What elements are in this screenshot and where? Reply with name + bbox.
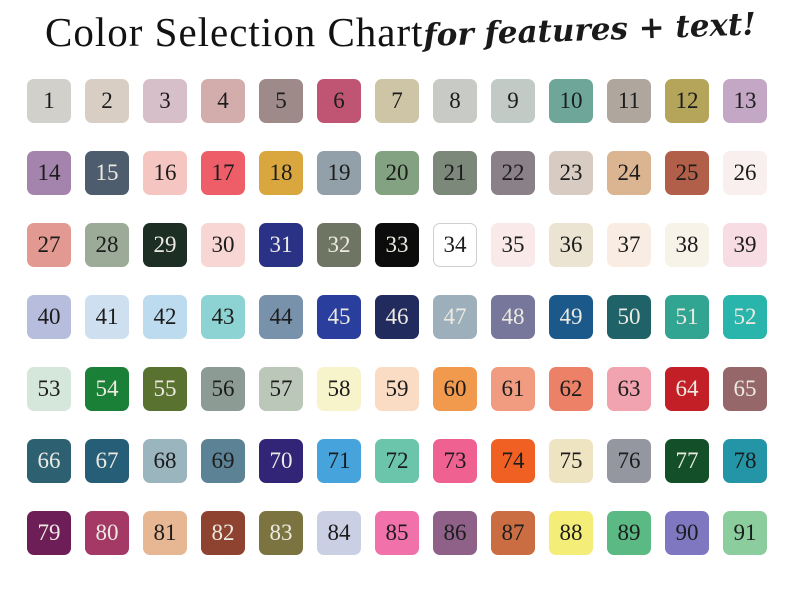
color-swatch[interactable]: 12: [665, 79, 709, 123]
color-swatch[interactable]: 54: [85, 367, 129, 411]
color-swatch[interactable]: 61: [491, 367, 535, 411]
swatch-grid: 1 2 3 4 5 6 7 8 9 10 11 12 13 14 15 16 17 18 19 20 21 22 23 24 2…: [0, 68, 794, 555]
color-swatch[interactable]: 64: [665, 367, 709, 411]
color-swatch[interactable]: 4: [201, 79, 245, 123]
color-swatch[interactable]: 52: [723, 295, 767, 339]
color-swatch[interactable]: 45: [317, 295, 361, 339]
color-swatch[interactable]: 55: [143, 367, 187, 411]
color-swatch[interactable]: 62: [549, 367, 593, 411]
color-swatch[interactable]: 76: [607, 439, 651, 483]
header: Color Selection Chart for features + tex…: [0, 0, 794, 68]
color-swatch[interactable]: 47: [433, 295, 477, 339]
color-swatch[interactable]: 65: [723, 367, 767, 411]
color-swatch[interactable]: 5: [259, 79, 303, 123]
color-swatch[interactable]: 90: [665, 511, 709, 555]
color-swatch[interactable]: 85: [375, 511, 419, 555]
color-swatch[interactable]: 41: [85, 295, 129, 339]
color-swatch[interactable]: 89: [607, 511, 651, 555]
color-swatch[interactable]: 10: [549, 79, 593, 123]
color-swatch[interactable]: 9: [491, 79, 535, 123]
color-swatch[interactable]: 60: [433, 367, 477, 411]
color-swatch[interactable]: 57: [259, 367, 303, 411]
color-swatch[interactable]: 53: [27, 367, 71, 411]
color-swatch[interactable]: 39: [723, 223, 767, 267]
color-swatch[interactable]: 25: [665, 151, 709, 195]
color-swatch[interactable]: 48: [491, 295, 535, 339]
color-swatch[interactable]: 15: [85, 151, 129, 195]
color-swatch[interactable]: 86: [433, 511, 477, 555]
color-swatch[interactable]: 13: [723, 79, 767, 123]
color-swatch[interactable]: 8: [433, 79, 477, 123]
color-swatch[interactable]: 21: [433, 151, 477, 195]
color-swatch[interactable]: 87: [491, 511, 535, 555]
color-swatch[interactable]: 33: [375, 223, 419, 267]
color-swatch[interactable]: 31: [259, 223, 303, 267]
color-swatch[interactable]: 38: [665, 223, 709, 267]
color-swatch[interactable]: 22: [491, 151, 535, 195]
color-swatch[interactable]: 20: [375, 151, 419, 195]
color-swatch[interactable]: 11: [607, 79, 651, 123]
color-swatch[interactable]: 43: [201, 295, 245, 339]
color-swatch[interactable]: 42: [143, 295, 187, 339]
color-swatch[interactable]: 34: [433, 223, 477, 267]
color-swatch[interactable]: 6: [317, 79, 361, 123]
color-swatch[interactable]: 88: [549, 511, 593, 555]
color-swatch[interactable]: 75: [549, 439, 593, 483]
color-swatch[interactable]: 23: [549, 151, 593, 195]
color-swatch[interactable]: 44: [259, 295, 303, 339]
color-swatch[interactable]: 73: [433, 439, 477, 483]
page-title: Color Selection Chart: [45, 9, 424, 55]
color-swatch[interactable]: 58: [317, 367, 361, 411]
color-swatch[interactable]: 50: [607, 295, 651, 339]
color-swatch[interactable]: 18: [259, 151, 303, 195]
color-swatch[interactable]: 84: [317, 511, 361, 555]
color-swatch[interactable]: 67: [85, 439, 129, 483]
color-swatch[interactable]: 46: [375, 295, 419, 339]
color-swatch[interactable]: 59: [375, 367, 419, 411]
color-swatch[interactable]: 30: [201, 223, 245, 267]
color-swatch[interactable]: 1: [27, 79, 71, 123]
page-subtitle: for features + text!: [422, 6, 757, 54]
color-swatch[interactable]: 2: [85, 79, 129, 123]
color-swatch[interactable]: 37: [607, 223, 651, 267]
color-swatch[interactable]: 71: [317, 439, 361, 483]
color-swatch[interactable]: 63: [607, 367, 651, 411]
color-swatch[interactable]: 16: [143, 151, 187, 195]
color-swatch[interactable]: 32: [317, 223, 361, 267]
color-swatch[interactable]: 26: [723, 151, 767, 195]
color-swatch[interactable]: 24: [607, 151, 651, 195]
color-swatch[interactable]: 68: [143, 439, 187, 483]
color-swatch[interactable]: 7: [375, 79, 419, 123]
color-swatch[interactable]: 78: [723, 439, 767, 483]
color-swatch[interactable]: 14: [27, 151, 71, 195]
color-swatch[interactable]: 83: [259, 511, 303, 555]
color-swatch[interactable]: 80: [85, 511, 129, 555]
color-swatch[interactable]: 49: [549, 295, 593, 339]
color-swatch[interactable]: 77: [665, 439, 709, 483]
color-swatch[interactable]: 66: [27, 439, 71, 483]
color-swatch[interactable]: 17: [201, 151, 245, 195]
color-swatch[interactable]: 40: [27, 295, 71, 339]
color-swatch[interactable]: 27: [27, 223, 71, 267]
color-swatch[interactable]: 79: [27, 511, 71, 555]
color-swatch[interactable]: 70: [259, 439, 303, 483]
color-swatch[interactable]: 72: [375, 439, 419, 483]
color-swatch[interactable]: 36: [549, 223, 593, 267]
color-swatch[interactable]: 74: [491, 439, 535, 483]
color-swatch[interactable]: 28: [85, 223, 129, 267]
color-swatch[interactable]: 35: [491, 223, 535, 267]
color-swatch[interactable]: 56: [201, 367, 245, 411]
color-swatch[interactable]: 81: [143, 511, 187, 555]
color-swatch[interactable]: 51: [665, 295, 709, 339]
color-swatch[interactable]: 19: [317, 151, 361, 195]
color-swatch[interactable]: 82: [201, 511, 245, 555]
color-swatch[interactable]: 91: [723, 511, 767, 555]
color-swatch[interactable]: 3: [143, 79, 187, 123]
color-swatch[interactable]: 29: [143, 223, 187, 267]
color-swatch[interactable]: 69: [201, 439, 245, 483]
